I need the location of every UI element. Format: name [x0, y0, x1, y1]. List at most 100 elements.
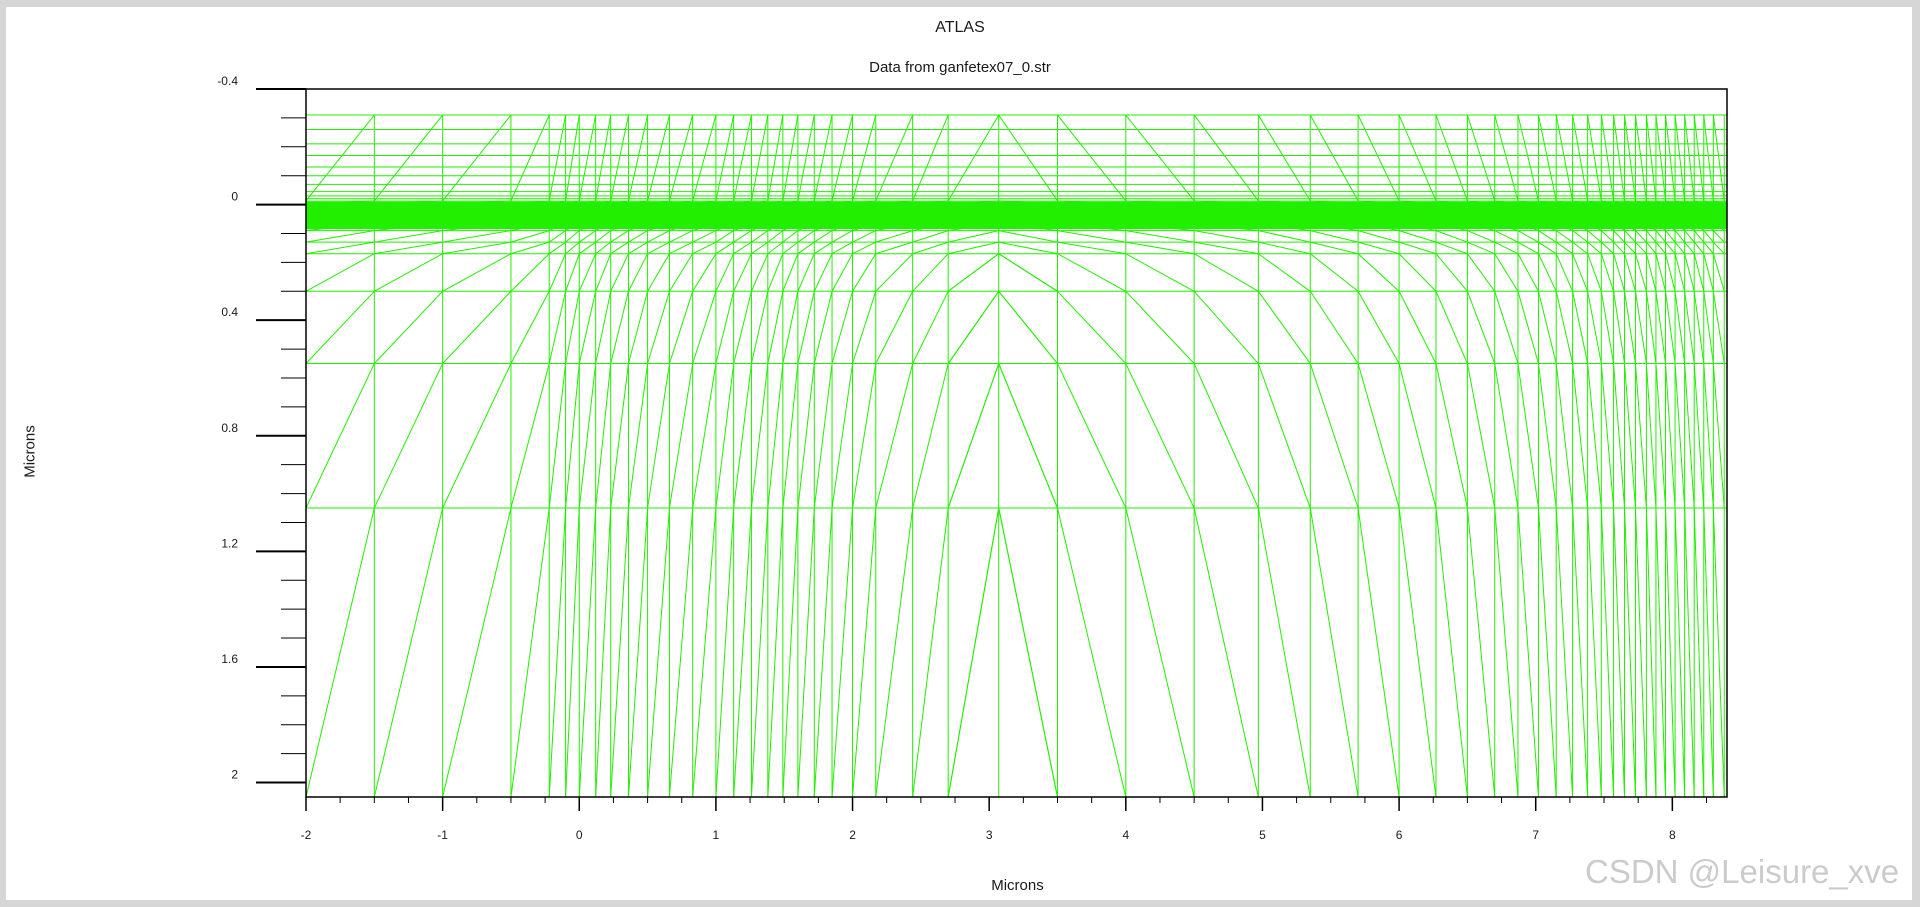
mesh-diagonal-line [548, 507, 567, 798]
mesh-diagonal-line [947, 114, 1000, 202]
mesh-diagonal-line [1310, 200, 1359, 206]
mesh-diagonal-line [813, 114, 833, 201]
mesh-diagonal-line [1398, 291, 1437, 364]
mesh-diagonal-line [692, 200, 716, 206]
chart-subtitle: Data from ganfetex07_0.str [869, 59, 1051, 76]
mesh-diagonal-line [1258, 222, 1311, 232]
mesh-diagonal-line [1538, 241, 1557, 255]
mesh-diagonal-line [1572, 363, 1589, 509]
mesh-diagonal-line [1624, 253, 1636, 292]
mesh-diagonal-line [579, 222, 596, 232]
x-tick-label: 4 [1122, 828, 1129, 842]
y-axis-label: Microns [21, 425, 39, 478]
mesh-diagonal-line [565, 200, 580, 206]
mesh-diagonal-line [1125, 114, 1195, 202]
mesh-diagonal-line [1494, 200, 1519, 206]
mesh-diagonal-line [1665, 291, 1676, 364]
mesh-diagonal-line [1665, 241, 1676, 255]
mesh-diagonal-line [1684, 200, 1695, 206]
mesh-diagonal-line [1645, 114, 1657, 201]
mesh-diagonal-line [548, 363, 567, 509]
mesh-diagonal-line [1057, 241, 1126, 255]
mesh-diagonal-line [627, 114, 649, 201]
mesh-diagonal-line [1613, 200, 1625, 206]
mesh-diagonal-line [669, 230, 693, 243]
mesh-diagonal-line [1125, 241, 1195, 255]
mesh-diagonal-line [1193, 507, 1259, 798]
mesh-diagonal-line [1587, 241, 1602, 255]
mesh-diagonal-line [692, 241, 717, 255]
mesh-diagonal-line [1655, 222, 1666, 231]
mesh-diagonal-line [1572, 222, 1588, 232]
mesh-diagonal-line [1624, 230, 1636, 243]
mesh-diagonal-line [1555, 507, 1574, 798]
x-tick-label: 6 [1396, 828, 1403, 842]
mesh-diagonal-line [1613, 291, 1626, 364]
mesh-diagonal-line [852, 291, 877, 364]
mesh-diagonal-line [767, 291, 784, 364]
mesh-diagonal-line [1125, 200, 1195, 206]
mesh-diagonal-line [1665, 222, 1676, 231]
mesh-diagonal-line [1357, 363, 1400, 509]
mesh-diagonal-line [831, 222, 853, 232]
mesh-diagonal-line [1398, 253, 1437, 292]
mesh-diagonal-line [1665, 508, 1676, 798]
mesh-diagonal-line [1634, 363, 1647, 509]
y-tick-label: 1.2 [221, 536, 238, 550]
mesh-diagonal-line [1309, 363, 1359, 509]
mesh-diagonal-line [669, 241, 693, 255]
x-tick-label: 1 [713, 828, 720, 842]
mesh-diagonal-line [797, 363, 815, 509]
x-tick-label: 2 [849, 828, 856, 842]
mesh-diagonal-line [1712, 114, 1725, 201]
mesh-diagonal-line [767, 241, 784, 255]
mesh-diagonal-line [628, 200, 648, 206]
mesh-diagonal-line [733, 507, 752, 798]
mesh-diagonal-line [565, 291, 580, 364]
mesh-diagonal-line [1665, 200, 1676, 206]
x-axis-label: Microns [991, 877, 1044, 894]
mesh-diagonal-line [1600, 291, 1615, 364]
mesh-diagonal-line [647, 241, 670, 255]
mesh-diagonal-line [1517, 291, 1539, 364]
y-tick-label: 0.8 [221, 421, 238, 435]
mesh-diagonal-line [814, 241, 833, 255]
mesh-diagonal-line [875, 507, 914, 798]
mesh-diagonal-line [1357, 222, 1400, 232]
mesh-diagonal-line [1693, 222, 1705, 231]
mesh-diagonal-line [1600, 241, 1614, 255]
mesh-diagonal-line [767, 200, 783, 206]
mesh-diagonal-line [1674, 114, 1686, 201]
mesh-diagonal-line [1257, 290, 1311, 364]
mesh-diagonal-line [1194, 230, 1259, 243]
mesh-diagonal-line [1537, 363, 1557, 509]
mesh-diagonal-line [733, 114, 752, 201]
mesh-diagonal-line [1613, 241, 1625, 255]
mesh-diagonal-line [628, 230, 648, 243]
mesh-diagonal-line [1674, 222, 1685, 231]
mesh-diagonal-line [875, 363, 914, 509]
mesh-diagonal-line [1693, 253, 1705, 292]
mesh-diagonal-line [1713, 222, 1725, 232]
mesh-diagonal-line [797, 114, 815, 201]
mesh-diagonal-line [1693, 291, 1705, 364]
mesh-diagonal-line [1310, 222, 1359, 232]
mesh-diagonal-line [1684, 222, 1695, 231]
mesh-diagonal-line [1257, 114, 1311, 202]
mesh-diagonal-line [733, 200, 752, 206]
mesh-diagonal-line [595, 222, 611, 232]
mesh-diagonal-line [442, 363, 512, 509]
mesh-diagonal-line [1613, 253, 1626, 292]
mesh-diagonal-line [1655, 230, 1666, 243]
mesh-diagonal-line [669, 253, 694, 292]
mesh-apex-line [947, 363, 1000, 509]
mesh-diagonal-line [998, 222, 1058, 232]
mesh-diagonal-line [1494, 241, 1519, 255]
mesh-apex-line [947, 290, 1000, 364]
mesh-diagonal-line [1613, 114, 1626, 201]
mesh-diagonal-line [1494, 507, 1519, 798]
mesh-diagonal-line [1712, 508, 1725, 798]
mesh-diagonal-line [1613, 508, 1626, 798]
mesh-diagonal-line [1309, 291, 1359, 364]
mesh-diagonal-line [852, 507, 877, 798]
